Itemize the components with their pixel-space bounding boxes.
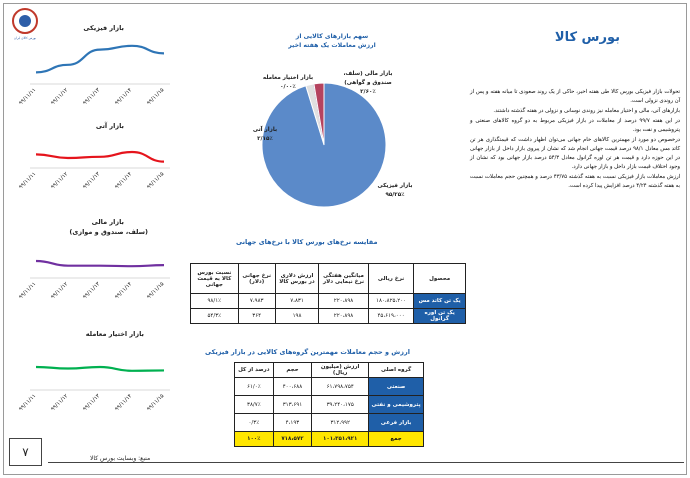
pie-label-name: بازار فیزیکی [377,183,413,189]
table-cell: ۶۱/۰٪ [234,377,274,396]
table-cell: ۱۸۰،۸۲۵،۲۰۰ [367,293,415,309]
pie-label-name: بازار آتی [252,127,278,133]
pie-label-value: ۰/۰۰٪ [280,84,296,90]
footer-divider [48,462,684,463]
series-line [35,365,165,372]
pie-title-line2: ارزش معاملات یک هفته اخیر [288,42,376,49]
mini-chart-options: بازار اختیار معامله ۹۹/۱۱/۱۱ ۹۹/۱۱/۱۲ ۹۹/۱… [14,326,174,426]
table-header: درصد از کل [234,362,274,378]
table-header: ارزش دلاری در بورس کالا [274,263,320,294]
table-cell: ۷،۸۳۱ [274,293,320,309]
value-table-title: ارزش و حجم معاملات مهمترین گروه‌های کالا… [205,348,410,356]
table-header-row: گروه اصلی ارزش (میلیون ریال) حجم درصد از… [234,362,424,378]
paragraph: تحولات بازار فیزیکی بورس کالا طی هفته اخ… [470,89,680,104]
table-cell: ۳۱۲،۹۹۲ [311,413,370,432]
table-cell: ۳۹،۲۴۰،۱۷۵ [311,395,370,414]
page-number: ۷ [9,438,42,466]
pie-label-name: بازار مالی (سلف، صندوق و گواهی) [343,71,393,86]
table-cell: یک تن کاتد مس [413,293,466,309]
table-cell: ۵۴/۳٪ [190,308,239,324]
table-cell: ۴،۱۹۳ [272,413,313,432]
pie-label-physical: بازار فیزیکی ۹۵/۲۵٪ [360,182,430,200]
table-row: یک تن اوره گرانول ۴۵،۶۱۹،۰۰۰ ۲۲۰،۸۹۸ ۱۹۸… [190,308,466,324]
table-header: حجم [272,362,313,378]
table-header: ارزش (میلیون ریال) [311,362,370,378]
pie-label-futures: بازار آتی ۲/۱۵٪ [240,126,290,144]
table-cell: ۳۱۳،۶۹۱ [272,395,313,414]
table-cell: ۹۸/۱٪ [190,293,239,309]
table-cell: ۱۰۰٪ [234,431,274,447]
mini-chart-svg: ۹۹/۱۱/۱۱ ۹۹/۱۱/۱۲ ۹۹/۱۱/۱۳ ۹۹/۱۱/۱۴ ۹۹/۱۱/۱۵ [18,44,170,107]
table-cell: بازار فرعی [368,413,424,432]
paragraph: ارزش معاملات بازار فیزیکی نسبت به هفته گ… [470,174,680,189]
mini-chart-futures: بازار آتی ۹۹/۱۱/۱۱ ۹۹/۱۱/۱۲ ۹۹/۱۱/۱۳ ۹۹/۱۱/… [14,118,174,204]
price-table: محصول نرخ ریالی میانگین هفتگی نرخ نیمایی… [190,263,466,324]
table-total-row: جمع ۱۰۱،۳۵۱،۹۲۱ ۷۱۸،۵۷۲ ۱۰۰٪ [234,431,424,447]
pie-label-value: ۲/۶۰٪ [360,89,376,95]
pie-label-value: ۹۵/۲۵٪ [385,192,405,198]
table-row: پتروشیمی و نفتی ۳۹،۲۴۰،۱۷۵ ۳۱۳،۶۹۱ ۳۸/۷٪ [234,395,424,414]
table-header: نرخ ریالی [367,263,415,294]
logo: بورس کالای ایران [10,8,40,46]
mini-chart-title: بازار فیزیکی [83,24,124,32]
pie-title-line1: سهم بازارهای کالایی از [295,33,369,40]
mini-chart-title: بازار آتی [95,122,124,130]
table-cell: پتروشیمی و نفتی [368,395,424,414]
table-header: گروه اصلی [368,362,424,378]
logo-caption: بورس کالای ایران [13,36,37,40]
table-header: میانگین هفتگی نرخ نیمایی دلار [318,263,369,294]
table-cell: ۰/۳٪ [234,413,274,432]
body-text: تحولات بازار فیزیکی بورس کالا طی هفته اخ… [470,88,680,192]
mini-chart-svg: ۹۹/۱۱/۱۱ ۹۹/۱۱/۱۲ ۹۹/۱۱/۱۳ ۹۹/۱۱/۱۴ ۹۹/۱۱/۱۵ [18,150,170,191]
series-line [35,44,165,74]
mini-chart-physical: بازار فیزیکی ۹۹/۱۱/۱۱ ۹۹/۱۱/۱۲ ۹۹/۱۱/۱۳ ۹۹/… [14,20,174,120]
table-cell: یک تن اوره گرانول [413,308,466,324]
paragraph: در این هفته ۹۹/۷ درصد از معاملات در بازا… [470,118,681,133]
table-cell: ۱۹۸ [274,308,320,324]
source-note: منبع: وبسایت بورس کالا [90,455,151,462]
table-cell: ۳۶۴ [237,308,276,324]
table-header: نسبت بورس کالا به قیمت جهانی [190,263,239,294]
table-cell: جمع [368,431,424,447]
table-cell: ۷،۹۸۳ [237,293,276,309]
mini-chart-title: بازار مالی [91,218,124,226]
series-line [35,150,165,163]
mini-chart-svg: ۹۹/۱۱/۱۱ ۹۹/۱۱/۱۲ ۹۹/۱۱/۱۳ ۹۹/۱۱/۱۴ ۹۹/۱۱/۱۵ [18,365,170,413]
logo-emblem-icon [12,8,38,34]
table-cell: ۴۵،۶۱۹،۰۰۰ [367,308,415,324]
pie-label-options: بازار اختیار معامله ۰/۰۰٪ [262,74,314,92]
table-header-row: محصول نرخ ریالی میانگین هفتگی نرخ نیمایی… [190,263,466,294]
value-table: گروه اصلی ارزش (میلیون ریال) حجم درصد از… [234,362,424,447]
table-cell: ۷۱۸،۵۷۲ [272,431,313,447]
pie-title: سهم بازارهای کالایی از ارزش معاملات یک ه… [262,32,402,50]
table-cell: صنعتی [368,377,424,396]
mini-chart-title: بازار اختیار معامله [85,330,144,338]
pie-label-value: ۲/۱۵٪ [257,136,273,142]
price-table-title: مقایسه نرخ‌های بورس کالا با نرخ‌های جهان… [236,238,378,246]
table-row: یک تن کاتد مس ۱۸۰،۸۲۵،۲۰۰ ۲۲۰،۸۹۸ ۷،۸۳۱ … [190,293,466,309]
table-cell: ۳۸/۷٪ [234,395,274,414]
paragraph: درخصوص دو مورد از مهمترین کالاهای خام جه… [470,137,680,170]
table-cell: ۲۲۰،۸۹۸ [318,308,369,324]
table-header: نرخ جهانی (دلار) [237,263,276,294]
series-line [35,259,165,268]
page-frame [3,3,687,475]
table-row: صنعتی ۶۱،۷۹۸،۷۵۴ ۴۰۰،۶۸۸ ۶۱/۰٪ [234,377,424,396]
table-cell: ۴۰۰،۶۸۸ [272,377,313,396]
table-row: بازار فرعی ۳۱۲،۹۹۲ ۴،۱۹۳ ۰/۳٪ [234,413,424,432]
table-header: محصول [413,263,466,294]
mini-chart-subtitle: (سلف، صندوق و موازی) [69,228,148,236]
table-cell: ۱۰۱،۳۵۱،۹۲۱ [311,431,370,447]
table-cell: ۶۱،۷۹۸،۷۵۴ [311,377,370,396]
mini-chart-svg: ۹۹/۱۱/۱۱ ۹۹/۱۱/۱۲ ۹۹/۱۱/۱۳ ۹۹/۱۱/۱۴ ۹۹/۱۱/۱۵ [18,259,170,301]
pie-label-name: بازار اختیار معامله [262,75,314,81]
table-cell: ۲۲۰،۸۹۸ [318,293,369,309]
page-title: بورس کالا [554,30,620,45]
mini-chart-financial: بازار مالی (سلف، صندوق و موازی) ۹۹/۱۱/۱۱… [14,214,174,314]
pie-slice [261,82,387,208]
paragraph: بازارهای آتی، مالی و اختیار معامله نیز ر… [493,108,680,114]
pie-label-financial: بازار مالی (سلف، صندوق و گواهی) ۲/۶۰٪ [340,70,396,97]
